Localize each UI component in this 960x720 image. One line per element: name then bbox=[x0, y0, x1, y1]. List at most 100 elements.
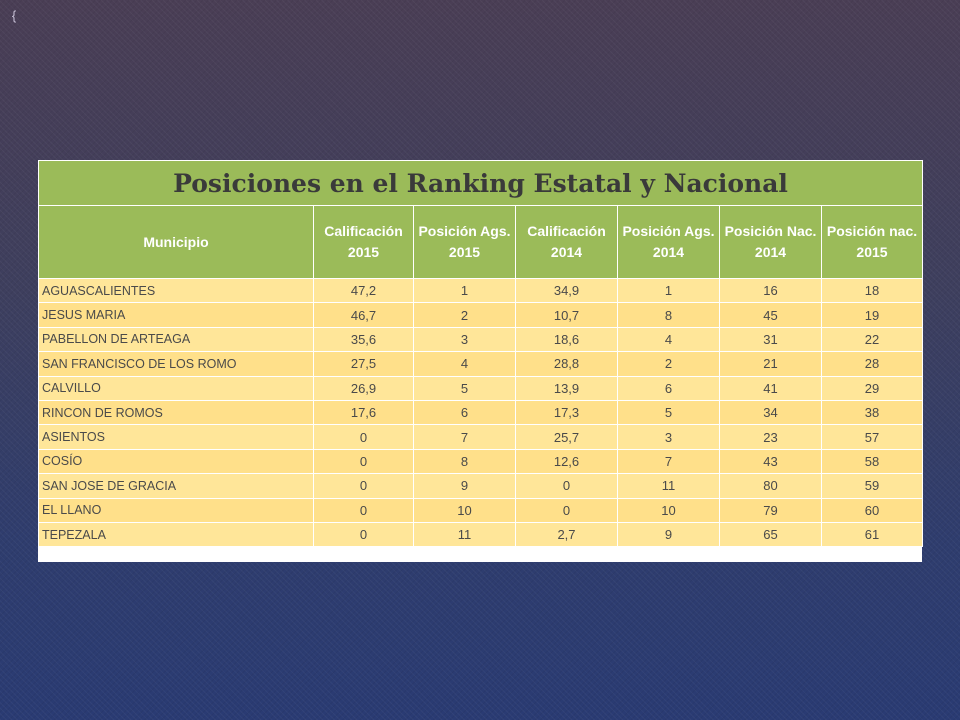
table-row: JESUS MARIA 46,7 2 10,7 8 45 19 bbox=[38, 302, 924, 328]
value-cell: 60 bbox=[820, 497, 924, 523]
column-header-line1: Calificación bbox=[324, 223, 403, 239]
value-cell: 0 bbox=[313, 473, 414, 499]
value-cell: 31 bbox=[719, 326, 822, 353]
municipio-cell: ASIENTOS bbox=[38, 424, 314, 450]
value-cell: 11 bbox=[413, 521, 516, 548]
value-cell: 0 bbox=[313, 521, 414, 548]
value-cell: 34,9 bbox=[515, 277, 618, 304]
column-header: Posición Ags. 2015 bbox=[413, 205, 516, 279]
value-cell: 38 bbox=[820, 399, 924, 426]
column-header-line1: Municipio bbox=[143, 233, 209, 250]
column-header: Posición nac. 2015 bbox=[820, 205, 924, 279]
value-cell: 7 bbox=[617, 448, 720, 475]
column-header-line2: 2014 bbox=[652, 244, 685, 260]
header-row: Municipio Calificación 2015 Posición Ags. 20… bbox=[38, 205, 924, 279]
value-cell: 13,9 bbox=[515, 375, 618, 401]
column-header-line2: 2015 bbox=[347, 244, 380, 260]
municipio-cell: AGUASCALIENTES bbox=[38, 277, 314, 304]
municipio-cell: PABELLON DE ARTEAGA bbox=[38, 326, 314, 353]
value-cell: 0 bbox=[515, 473, 618, 499]
column-header-line1: Posición Ags. bbox=[622, 223, 715, 239]
value-cell: 5 bbox=[413, 375, 516, 401]
value-cell: 65 bbox=[719, 521, 822, 548]
column-header: Calificación 2014 bbox=[515, 205, 618, 279]
value-cell: 2 bbox=[413, 302, 516, 328]
column-header: Municipio bbox=[38, 205, 314, 279]
corner-bracket-icon: { bbox=[11, 8, 17, 23]
ranking-table-container: Posiciones en el Ranking Estatal y Nacio… bbox=[37, 160, 924, 562]
column-header-line2: 2015 bbox=[856, 244, 888, 260]
table-row: SAN FRANCISCO DE LOS ROMO 27,5 4 28,8 2 21 28 bbox=[38, 351, 924, 377]
value-cell: 45 bbox=[719, 302, 822, 328]
value-cell: 57 bbox=[820, 424, 924, 450]
column-header-line2: 2015 bbox=[448, 244, 481, 260]
value-cell: 27,5 bbox=[313, 351, 414, 377]
column-header-line1: Posición Nac. bbox=[724, 223, 817, 239]
value-cell: 41 bbox=[719, 375, 822, 401]
column-header-line1: Calificación bbox=[527, 223, 606, 239]
table-row: TEPEZALA 0 11 2,7 9 65 61 bbox=[38, 521, 924, 548]
value-cell: 9 bbox=[413, 473, 516, 499]
ranking-table: Posiciones en el Ranking Estatal y Nacio… bbox=[37, 160, 924, 548]
value-cell: 18 bbox=[820, 277, 924, 304]
municipio-cell: SAN FRANCISCO DE LOS ROMO bbox=[38, 351, 314, 377]
table-body: AGUASCALIENTES 47,2 1 34,9 1 16 18 JESUS MARIA 4… bbox=[38, 277, 924, 548]
value-cell: 0 bbox=[313, 448, 414, 475]
value-cell: 0 bbox=[313, 497, 414, 523]
value-cell: 2,7 bbox=[515, 521, 618, 548]
value-cell: 34 bbox=[719, 399, 822, 426]
value-cell: 22 bbox=[820, 326, 924, 353]
value-cell: 79 bbox=[719, 497, 822, 523]
table-title: Posiciones en el Ranking Estatal y Nacio… bbox=[37, 160, 924, 206]
municipio-cell: CALVILLO bbox=[38, 375, 314, 401]
value-cell: 17,3 bbox=[515, 399, 618, 426]
column-header: Posición Nac. 2014 bbox=[719, 205, 822, 279]
value-cell: 2 bbox=[617, 351, 720, 377]
value-cell: 16 bbox=[719, 277, 822, 304]
value-cell: 58 bbox=[820, 448, 924, 475]
value-cell: 18,6 bbox=[515, 326, 618, 353]
table-row: SAN JOSE DE GRACIA 0 9 0 11 80 59 bbox=[38, 473, 924, 499]
municipio-cell: TEPEZALA bbox=[38, 521, 314, 548]
value-cell: 9 bbox=[617, 521, 720, 548]
table-row: COSÍO 0 8 12,6 7 43 58 bbox=[38, 448, 924, 475]
value-cell: 43 bbox=[719, 448, 822, 475]
value-cell: 10 bbox=[617, 497, 720, 523]
table-row: PABELLON DE ARTEAGA 35,6 3 18,6 4 31 22 bbox=[38, 326, 924, 353]
value-cell: 6 bbox=[617, 375, 720, 401]
value-cell: 0 bbox=[515, 497, 618, 523]
value-cell: 8 bbox=[413, 448, 516, 475]
value-cell: 1 bbox=[617, 277, 720, 304]
value-cell: 35,6 bbox=[313, 326, 414, 353]
value-cell: 28 bbox=[820, 351, 924, 377]
value-cell: 4 bbox=[617, 326, 720, 353]
column-header: Calificación 2015 bbox=[313, 205, 414, 279]
value-cell: 29 bbox=[820, 375, 924, 401]
municipio-cell: COSÍO bbox=[38, 448, 314, 475]
value-cell: 8 bbox=[617, 302, 720, 328]
value-cell: 3 bbox=[617, 424, 720, 450]
value-cell: 3 bbox=[413, 326, 516, 353]
value-cell: 47,2 bbox=[313, 277, 414, 304]
value-cell: 61 bbox=[820, 521, 924, 548]
value-cell: 17,6 bbox=[313, 399, 414, 426]
value-cell: 19 bbox=[820, 302, 924, 328]
municipio-cell: RINCON DE ROMOS bbox=[38, 399, 314, 426]
value-cell: 1 bbox=[413, 277, 516, 304]
municipio-cell: SAN JOSE DE GRACIA bbox=[38, 473, 314, 499]
table-row: RINCON DE ROMOS 17,6 6 17,3 5 34 38 bbox=[38, 399, 924, 426]
value-cell: 26,9 bbox=[313, 375, 414, 401]
value-cell: 4 bbox=[413, 351, 516, 377]
value-cell: 0 bbox=[313, 424, 414, 450]
value-cell: 23 bbox=[719, 424, 822, 450]
column-header-line2: 2014 bbox=[550, 244, 583, 260]
column-header-line1: Posición Ags. bbox=[418, 223, 511, 239]
value-cell: 6 bbox=[413, 399, 516, 426]
municipio-cell: EL LLANO bbox=[38, 497, 314, 523]
column-header: Posición Ags. 2014 bbox=[617, 205, 720, 279]
value-cell: 21 bbox=[719, 351, 822, 377]
table-row: AGUASCALIENTES 47,2 1 34,9 1 16 18 bbox=[38, 277, 924, 304]
value-cell: 46,7 bbox=[313, 302, 414, 328]
column-header-line1: Posición nac. bbox=[826, 223, 918, 239]
table-row: EL LLANO 0 10 0 10 79 60 bbox=[38, 497, 924, 523]
